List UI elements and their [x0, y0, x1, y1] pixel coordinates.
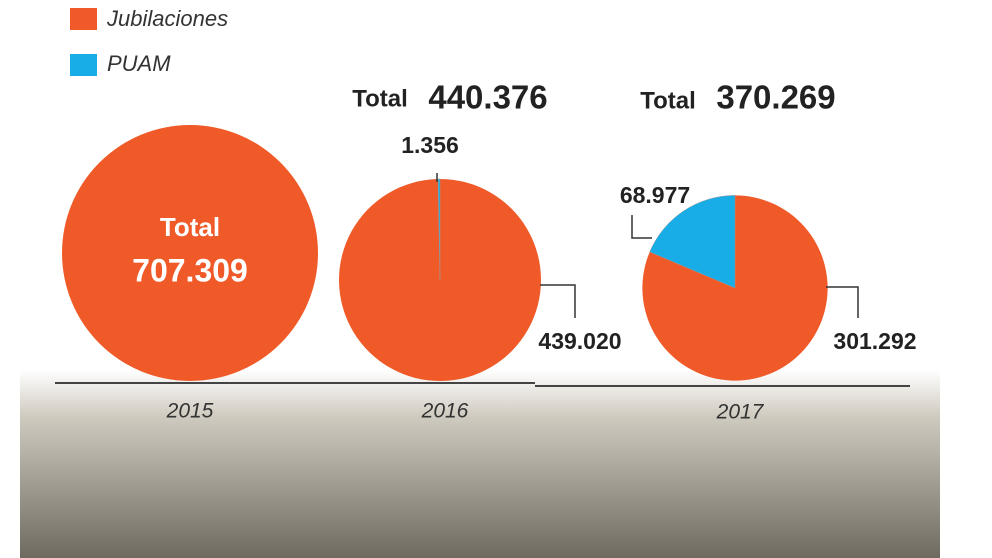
pie-slice: [62, 125, 318, 381]
total-label: Total: [352, 85, 408, 112]
year-label: 2015: [166, 400, 214, 423]
total-label: Total: [160, 212, 220, 242]
legend-label: Jubilaciones: [106, 6, 228, 31]
total-value: 707.309: [132, 252, 248, 288]
pie-slice: [649, 195, 736, 289]
legend-swatch: [70, 8, 97, 30]
legend-label: PUAM: [107, 51, 171, 76]
value-label: 301.292: [833, 328, 916, 354]
leader-line: [826, 286, 859, 318]
value-label: 1.356: [401, 132, 459, 158]
legend-swatch: [70, 54, 97, 76]
leader-line: [540, 284, 576, 318]
value-label: 439.020: [538, 328, 621, 354]
total-value: 440.376: [428, 79, 547, 116]
year-label: 2016: [421, 400, 469, 423]
total-value: 370.269: [716, 79, 835, 116]
value-label: 68.977: [620, 182, 690, 208]
total-label: Total: [640, 87, 696, 114]
photo-background: [20, 370, 940, 558]
pie-slice: [437, 178, 441, 281]
year-label: 2017: [716, 401, 765, 424]
leader-line: [631, 215, 652, 239]
